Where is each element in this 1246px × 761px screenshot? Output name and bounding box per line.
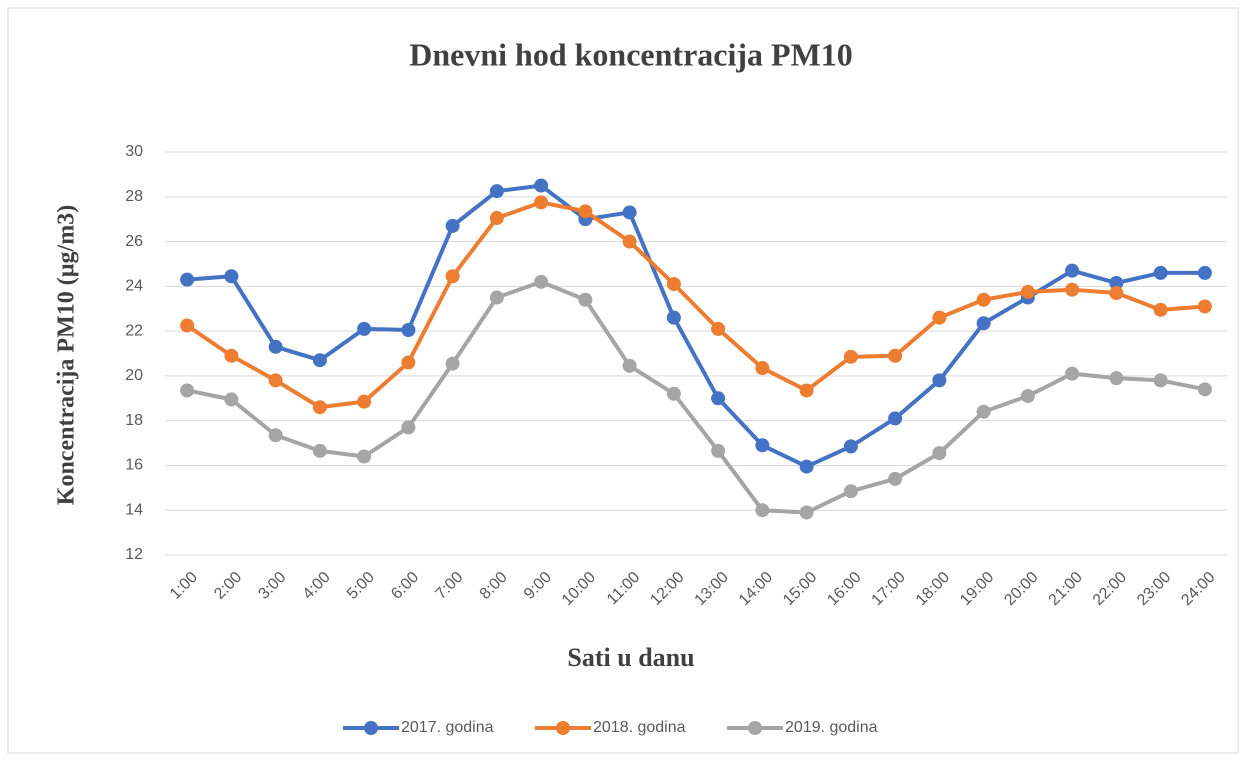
- series-line: [185, 200, 1206, 410]
- y-tick-label: 22: [125, 322, 143, 339]
- y-tick-label: 26: [125, 233, 143, 250]
- data-point: [578, 292, 593, 307]
- data-point: [888, 348, 903, 363]
- data-point: [622, 358, 637, 373]
- data-point: [622, 234, 637, 249]
- data-point: [1065, 263, 1080, 278]
- series-line: [186, 279, 1206, 515]
- data-point: [1020, 389, 1035, 404]
- legend-label: 2018. godina: [593, 719, 686, 736]
- data-point: [268, 428, 283, 443]
- x-axis-label: Sati u danu: [567, 643, 694, 672]
- data-point: [666, 310, 681, 325]
- data-point: [224, 269, 239, 284]
- legend-marker: [364, 721, 378, 735]
- data-point: [843, 484, 858, 499]
- chart-title: Dnevni hod koncentracija PM10: [409, 36, 853, 72]
- data-point: [976, 316, 991, 331]
- data-point: [489, 290, 504, 305]
- data-point: [1020, 284, 1035, 299]
- data-point: [224, 392, 239, 407]
- data-point: [357, 321, 372, 336]
- data-point: [711, 391, 726, 406]
- data-point: [799, 383, 814, 398]
- data-point: [711, 321, 726, 336]
- data-point: [843, 349, 858, 364]
- data-point: [180, 272, 195, 287]
- data-point: [843, 439, 858, 454]
- data-point: [711, 443, 726, 458]
- data-point: [1109, 286, 1124, 301]
- data-point: [1153, 373, 1168, 388]
- data-point: [1197, 265, 1212, 280]
- data-point: [976, 292, 991, 307]
- data-point: [755, 503, 770, 518]
- data-point: [180, 318, 195, 333]
- data-point: [445, 218, 460, 233]
- data-point: [1065, 282, 1080, 297]
- data-point: [578, 204, 593, 219]
- data-point: [401, 355, 416, 370]
- legend-marker: [556, 721, 570, 735]
- data-point: [445, 356, 460, 371]
- data-point: [312, 400, 327, 415]
- data-point: [799, 505, 814, 520]
- y-axis-label: Koncentracija PM10 (µg/m3): [54, 205, 80, 505]
- data-point: [755, 361, 770, 376]
- data-point: [1109, 371, 1124, 386]
- data-point: [489, 211, 504, 226]
- data-point: [401, 322, 416, 337]
- legend-label: 2017. godina: [401, 719, 494, 736]
- data-point: [976, 404, 991, 419]
- data-point: [1153, 302, 1168, 317]
- data-point: [357, 449, 372, 464]
- data-point: [666, 277, 681, 292]
- data-point: [534, 195, 549, 210]
- data-point: [1153, 265, 1168, 280]
- data-point: [1065, 366, 1080, 381]
- y-tick-label: 12: [125, 546, 143, 563]
- data-point: [180, 383, 195, 398]
- data-point: [534, 274, 549, 289]
- data-point: [622, 205, 637, 220]
- data-point: [932, 373, 947, 388]
- chart-border: [7, 7, 1239, 754]
- data-point: [799, 459, 814, 474]
- y-tick-label: 20: [125, 367, 143, 384]
- y-tick-label: 24: [125, 278, 143, 295]
- data-point: [401, 420, 416, 435]
- y-tick-label: 16: [125, 457, 143, 474]
- data-point: [534, 178, 549, 193]
- data-point: [268, 373, 283, 388]
- data-point: [224, 348, 239, 363]
- data-point: [1197, 299, 1212, 314]
- data-point: [312, 443, 327, 458]
- data-point: [489, 184, 504, 199]
- y-tick-label: 18: [125, 412, 143, 429]
- data-point: [1109, 275, 1124, 290]
- data-point: [888, 411, 903, 426]
- data-point: [312, 353, 327, 368]
- data-point: [888, 471, 903, 486]
- data-point: [666, 386, 681, 401]
- data-point: [755, 438, 770, 453]
- y-tick-label: 28: [125, 188, 143, 205]
- y-tick-label: 30: [125, 143, 143, 160]
- data-point: [932, 446, 947, 461]
- data-point: [1197, 382, 1212, 397]
- data-point: [357, 394, 372, 409]
- y-tick-label: 14: [125, 501, 143, 518]
- legend-marker: [748, 721, 762, 735]
- data-point: [445, 269, 460, 284]
- data-point: [932, 310, 947, 325]
- data-point: [268, 339, 283, 354]
- legend-label: 2019. godina: [785, 719, 878, 736]
